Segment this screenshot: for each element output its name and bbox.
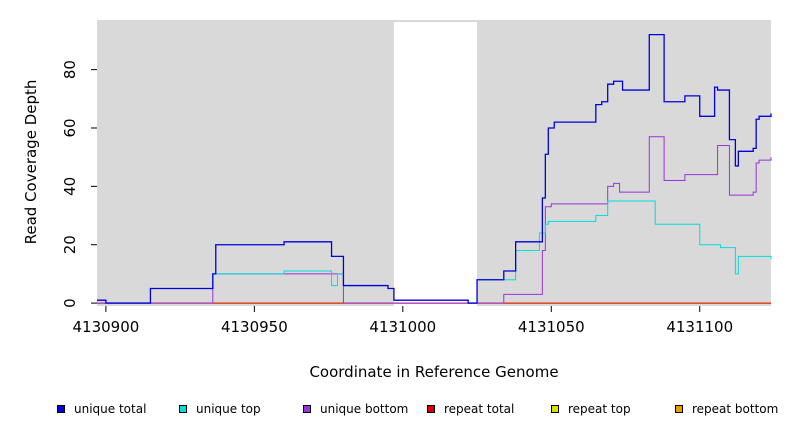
legend-item: repeat top bbox=[551, 400, 631, 418]
chart-legend: unique total unique top unique bottom repea… bbox=[0, 400, 792, 418]
legend-item: repeat bottom bbox=[675, 400, 778, 418]
legend-swatch bbox=[551, 405, 559, 413]
x-tick-label: 4130950 bbox=[221, 318, 288, 336]
x-tick-label: 4131050 bbox=[518, 318, 585, 336]
gap-region bbox=[393, 22, 478, 306]
y-axis-label: Read Coverage Depth bbox=[22, 80, 40, 245]
y-tick-label: 80 bbox=[61, 60, 79, 79]
legend-label: unique top bbox=[196, 402, 261, 416]
legend-label: unique bottom bbox=[320, 402, 409, 416]
y-tick-label: 40 bbox=[61, 177, 79, 196]
legend-swatch bbox=[675, 405, 683, 413]
x-tick-label: 4131000 bbox=[369, 318, 436, 336]
y-tick-label: 0 bbox=[61, 298, 79, 308]
y-tick-label: 20 bbox=[61, 235, 79, 254]
series-line-unique-bottom bbox=[97, 136, 772, 304]
x-tick-label: 4131100 bbox=[666, 318, 733, 336]
y-tick-label: 60 bbox=[61, 118, 79, 137]
series-layer bbox=[97, 33, 772, 304]
series-line-unique-total bbox=[97, 33, 772, 304]
legend-item: unique top bbox=[179, 400, 261, 418]
legend-label: repeat bottom bbox=[692, 402, 779, 416]
legend-swatch bbox=[303, 405, 311, 413]
legend-label: unique total bbox=[74, 402, 147, 416]
legend-label: repeat top bbox=[568, 402, 631, 416]
x-tick-label: 4130900 bbox=[73, 318, 140, 336]
legend-label: repeat total bbox=[444, 402, 515, 416]
legend-swatch bbox=[427, 405, 435, 413]
axes-layer: 4130900 4130950 4131000 4131050 4131100 0 20 40… bbox=[61, 60, 733, 336]
legend-swatch bbox=[179, 405, 187, 413]
plot-background bbox=[97, 20, 771, 306]
x-axis-label: Coordinate in Reference Genome bbox=[309, 363, 558, 381]
legend-item: unique total bbox=[57, 400, 146, 418]
legend-item: repeat total bbox=[427, 400, 514, 418]
legend-item: unique bottom bbox=[303, 400, 408, 418]
legend-swatch bbox=[57, 405, 65, 413]
